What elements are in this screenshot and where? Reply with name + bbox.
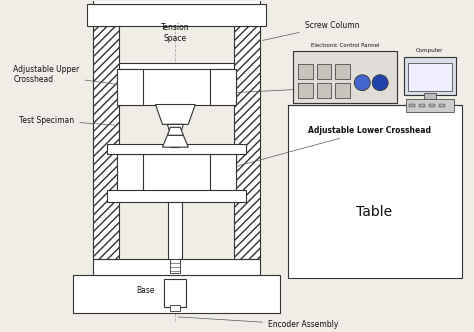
Polygon shape (155, 105, 195, 124)
Bar (406, 99, 454, 113)
Bar (164, 279, 186, 307)
Bar (409, 104, 415, 108)
Bar (210, 154, 236, 192)
Text: Adjustable Lower Crosshead: Adjustable Lower Crosshead (237, 126, 430, 166)
Bar (408, 63, 452, 91)
Text: Wedge Grips: Wedge Grips (237, 83, 356, 93)
Bar (87, 4, 266, 26)
Bar (170, 259, 180, 273)
Text: Electronic Control Pannel: Electronic Control Pannel (310, 43, 379, 48)
Bar (336, 83, 350, 98)
Bar (107, 144, 246, 154)
Bar (117, 69, 143, 105)
Bar (118, 69, 234, 105)
Bar (168, 202, 182, 259)
Text: Table: Table (356, 205, 392, 218)
Text: Screw Column: Screw Column (263, 21, 359, 41)
Text: Test Speciman: Test Speciman (19, 116, 116, 125)
Bar (118, 154, 234, 192)
Bar (298, 83, 312, 98)
Bar (317, 64, 331, 79)
Text: Computer: Computer (416, 48, 444, 53)
Bar (170, 305, 180, 311)
Bar (298, 64, 312, 79)
Bar (93, 0, 260, 4)
Bar (234, 26, 260, 259)
Bar (93, 259, 260, 275)
Text: Base: Base (137, 287, 155, 295)
Bar (404, 57, 456, 95)
Circle shape (372, 75, 388, 91)
Text: Tension
Space: Tension Space (161, 23, 190, 42)
Bar (210, 69, 236, 105)
Polygon shape (163, 135, 188, 147)
Bar (292, 51, 397, 103)
Bar (93, 26, 118, 259)
Bar (429, 104, 435, 108)
Circle shape (354, 75, 370, 91)
Bar (73, 275, 280, 313)
Text: Adjustable Upper
Crosshead: Adjustable Upper Crosshead (13, 65, 116, 84)
Polygon shape (167, 127, 183, 135)
Bar (288, 105, 462, 278)
Bar (439, 104, 445, 108)
Bar (107, 190, 246, 202)
Bar (118, 63, 234, 71)
Polygon shape (167, 124, 183, 134)
Bar (424, 93, 436, 100)
Bar (317, 83, 331, 98)
Bar (117, 154, 143, 192)
Bar (336, 64, 350, 79)
Bar (419, 104, 425, 108)
Text: Encoder Assembly: Encoder Assembly (178, 317, 338, 329)
